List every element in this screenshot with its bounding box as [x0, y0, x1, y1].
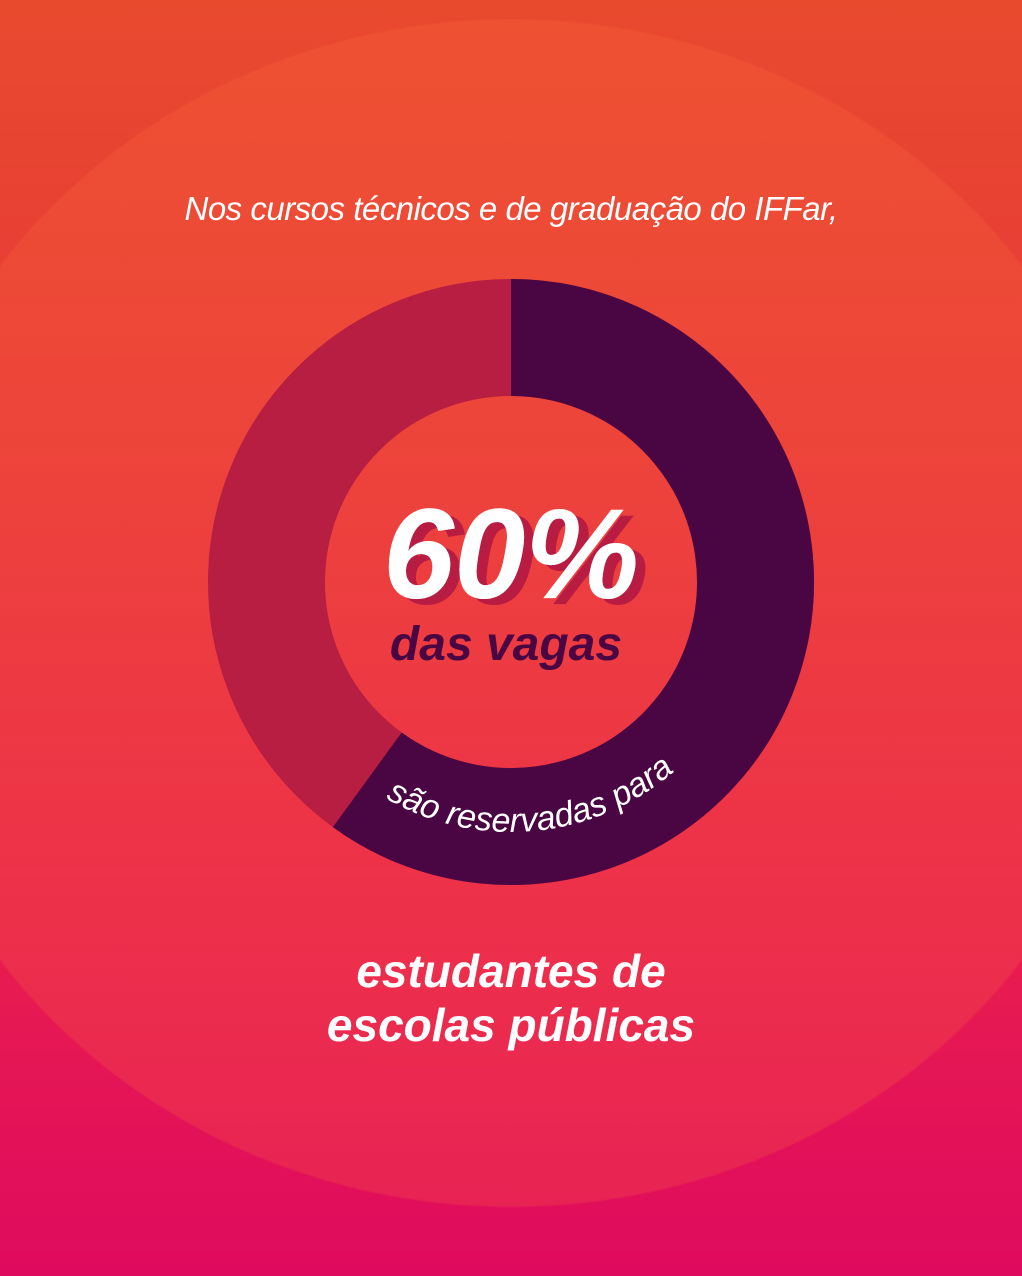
donut-value-segment [332, 279, 814, 885]
center-label: das vagas [390, 618, 622, 671]
conclusion-line-1: estudantes de [356, 945, 666, 997]
center-value: 60% [383, 483, 639, 626]
conclusion-line-2: escolas públicas [326, 999, 696, 1051]
intro-text: Nos cursos técnicos e de graduação do IF… [184, 190, 838, 227]
